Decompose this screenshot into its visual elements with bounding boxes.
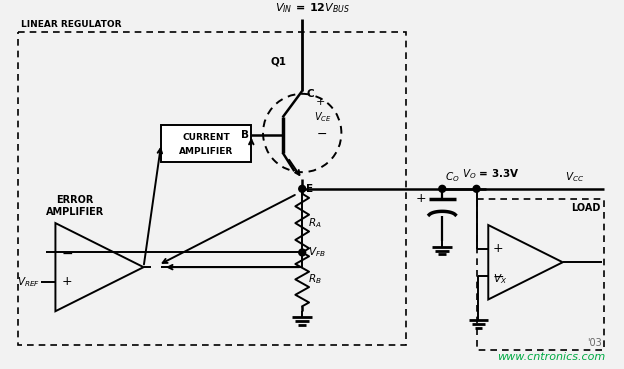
Text: LINEAR REGULATOR: LINEAR REGULATOR — [21, 20, 122, 29]
Text: $V_{FB}$: $V_{FB}$ — [308, 245, 326, 259]
Text: AMPLIFIER: AMPLIFIER — [46, 207, 104, 217]
Text: B: B — [241, 130, 250, 140]
Bar — [18, 32, 406, 345]
Text: +: + — [416, 192, 427, 205]
Text: $V_{IN}$: $V_{IN}$ — [275, 2, 293, 15]
Text: $-$: $-$ — [316, 127, 327, 139]
Text: +: + — [316, 97, 325, 107]
Text: $V_X$: $V_X$ — [493, 272, 507, 286]
Text: $R_B$: $R_B$ — [308, 272, 322, 286]
Text: = 12$V_{BUS}$: = 12$V_{BUS}$ — [293, 2, 350, 15]
Text: $V_O$ = 3.3V: $V_O$ = 3.3V — [462, 167, 519, 181]
Text: www.cntronics.com: www.cntronics.com — [497, 352, 606, 362]
Circle shape — [439, 185, 446, 192]
Text: CURRENT: CURRENT — [182, 133, 230, 142]
Bar — [161, 125, 251, 162]
Text: +: + — [493, 242, 504, 255]
Text: $-$: $-$ — [61, 245, 73, 259]
Text: $-$: $-$ — [492, 269, 504, 283]
Text: Q1: Q1 — [271, 56, 287, 66]
Text: $C_O$: $C_O$ — [445, 170, 460, 184]
Bar — [477, 199, 604, 351]
Text: $V_{CE}$: $V_{CE}$ — [314, 110, 331, 124]
Text: '03: '03 — [587, 338, 602, 348]
Text: AMPLIFIER: AMPLIFIER — [179, 147, 233, 156]
Text: C: C — [306, 89, 314, 99]
Text: ERROR: ERROR — [56, 196, 94, 206]
Text: $R_A$: $R_A$ — [308, 216, 322, 230]
Text: $V_{CC}$: $V_{CC}$ — [565, 170, 584, 184]
Text: $V_{REF}$: $V_{REF}$ — [17, 275, 40, 289]
Circle shape — [299, 249, 306, 256]
Circle shape — [473, 185, 480, 192]
Text: +: + — [62, 275, 72, 288]
Circle shape — [299, 185, 306, 192]
Text: LOAD: LOAD — [572, 203, 601, 214]
Text: E: E — [306, 184, 313, 194]
